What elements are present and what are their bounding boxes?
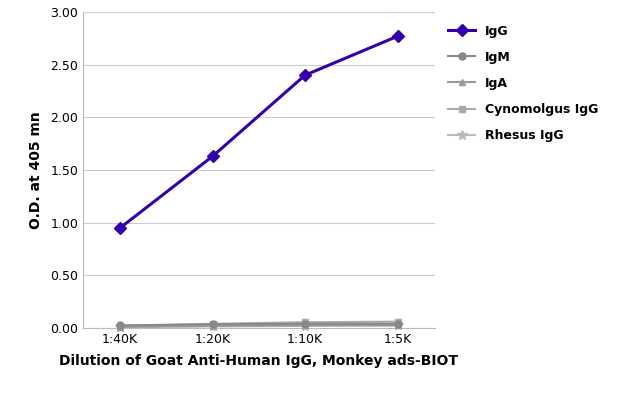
Rhesus IgG: [116, 324, 124, 329]
IgM: [301, 321, 309, 326]
IgA: [394, 323, 401, 328]
IgA: [301, 323, 309, 328]
IgG: [301, 73, 309, 78]
IgA: [116, 324, 124, 329]
Rhesus IgG: [394, 323, 401, 328]
Cynomolgus IgG: [209, 321, 217, 326]
X-axis label: Dilution of Goat Anti-Human IgG, Monkey ads-BIOT: Dilution of Goat Anti-Human IgG, Monkey …: [59, 354, 458, 368]
IgG: [209, 154, 217, 159]
Rhesus IgG: [301, 324, 309, 328]
Line: Rhesus IgG: Rhesus IgG: [115, 320, 403, 332]
IgG: [116, 226, 124, 230]
Y-axis label: O.D. at 405 mn: O.D. at 405 mn: [29, 111, 43, 229]
IgA: [209, 324, 217, 328]
Legend: IgG, IgM, IgA, Cynomolgus IgG, Rhesus IgG: IgG, IgM, IgA, Cynomolgus IgG, Rhesus Ig…: [448, 24, 599, 142]
IgG: [394, 34, 401, 39]
Cynomolgus IgG: [116, 324, 124, 328]
IgM: [116, 323, 124, 328]
IgM: [394, 321, 401, 326]
Cynomolgus IgG: [394, 319, 401, 324]
Cynomolgus IgG: [301, 320, 309, 325]
Rhesus IgG: [209, 324, 217, 329]
Line: Cynomolgus IgG: Cynomolgus IgG: [116, 318, 401, 329]
Line: IgG: IgG: [116, 32, 402, 232]
Line: IgM: IgM: [116, 320, 401, 329]
IgM: [209, 322, 217, 327]
Line: IgA: IgA: [116, 322, 401, 330]
